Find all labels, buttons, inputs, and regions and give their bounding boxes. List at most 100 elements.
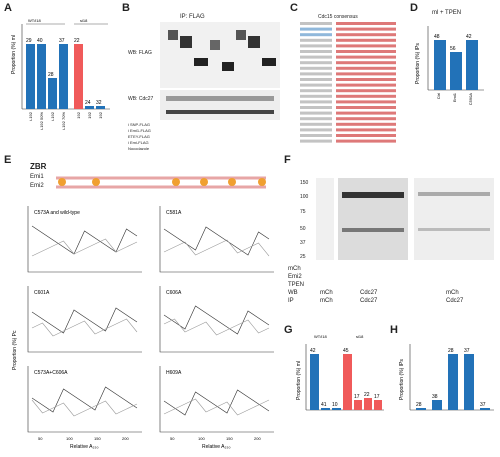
panel-e-zbr-label: ZBR <box>30 162 47 171</box>
panel-g-value-5: 17 <box>354 394 360 400</box>
panel-e-x-tick: 200 <box>254 436 261 441</box>
panel-g-bar-4 <box>343 354 352 410</box>
alignment-name-row <box>300 44 332 48</box>
alignment-name-row <box>300 55 332 59</box>
alignment-sequence-row <box>336 134 396 137</box>
panel-d-bar-1 <box>434 40 446 90</box>
panel-f-row-mch: mCh <box>288 266 301 272</box>
alignment-name-row <box>300 61 332 65</box>
panel-d-bar-3 <box>466 40 478 90</box>
panel-e-x-tick: 50 <box>38 436 43 441</box>
panel-e-emi2: Emi2 <box>30 183 44 189</box>
alignment-name-row <box>300 22 332 25</box>
alignment-name-row <box>300 72 332 76</box>
panel-e-subplot-title: C573A+C606A <box>34 370 68 376</box>
panel-f-ip-1: mCh <box>320 298 333 304</box>
panel-a-x-1: i-192 <box>28 111 33 121</box>
panel-f-wb-1: mCh <box>320 290 333 296</box>
panel-a-bar-1 <box>26 44 35 109</box>
panel-f-row-wb: WB <box>288 290 298 296</box>
panel-g-value-3: 10 <box>332 402 338 408</box>
alignment-sequence-row <box>336 106 396 109</box>
panel-f-mw-label: 150 <box>300 180 309 186</box>
panel-f-row-ip: IP <box>288 298 294 304</box>
panel-h-value-5: 37 <box>480 402 486 408</box>
panel-e-x-tick: 200 <box>122 436 129 441</box>
panel-b-row-cdc27: WB: Cdc27 <box>128 96 154 102</box>
panel-f-ip-2: Cdc27 <box>360 298 378 304</box>
panel-a-ylabel: Proportion (%) ml <box>11 35 17 74</box>
panel-a-x-7: 192 <box>98 111 103 118</box>
alignment-sequence-row <box>336 111 396 115</box>
panel-h-value-1: 28 <box>416 402 422 408</box>
panel-g-ylabel: Proportion (%) ml <box>296 361 302 400</box>
alignment-sequence-row <box>336 100 396 104</box>
panel-e-trace-wildtype <box>31 399 138 417</box>
panel-a-chart: Proportion (%) ml WT/i18 si18 29 40 28 3… <box>11 18 110 130</box>
panel-h-bar-5 <box>480 408 490 410</box>
alignment-sequence-row <box>336 33 396 37</box>
alignment-name-row <box>300 128 332 132</box>
panel-d-value-2: 56 <box>450 46 456 52</box>
alignment-sequence-row <box>336 38 396 42</box>
panel-e-trace-mutant <box>31 225 138 255</box>
panel-h-bar-3 <box>448 354 458 410</box>
panel-d-value-3: 42 <box>466 34 472 40</box>
panel-letter-h: H <box>390 324 398 336</box>
panel-f-mw-label: 37 <box>300 240 306 246</box>
panel-e-x-tick: 50 <box>170 436 175 441</box>
panel-f-wb-2: Cdc27 <box>360 290 378 296</box>
panel-f-blot-cdc27 <box>338 178 408 260</box>
panel-a-value-4: 37 <box>59 38 65 44</box>
panel-g-bar-5 <box>354 400 362 410</box>
panel-g-value-1: 42 <box>310 348 316 354</box>
panel-letter-a: A <box>4 2 12 14</box>
panel-g-group-si: si18 <box>356 334 364 339</box>
panel-f-mw-label: 25 <box>300 254 306 260</box>
alignment-sequence-row <box>336 55 396 59</box>
panel-a-bar-6 <box>85 106 94 109</box>
panel-e-trace-wildtype <box>163 398 270 416</box>
panel-b-blot-cdc27 <box>160 90 280 120</box>
alignment-sequence-row <box>336 117 396 121</box>
panel-a-value-6: 24 <box>85 100 91 106</box>
panel-a-value-7: 32 <box>96 100 102 106</box>
panel-f-mw-label: 75 <box>300 209 306 215</box>
panel-h-ylabel: Proportion (%) IPs <box>399 359 405 400</box>
panel-a-bar-4 <box>59 44 68 109</box>
panel-d-bar-2 <box>450 52 462 90</box>
panel-e-trace-mutant <box>163 389 270 416</box>
alignment-name-row <box>300 78 332 81</box>
panel-f-ladder <box>316 178 334 260</box>
panel-letter-e: E <box>4 154 12 166</box>
panel-b-cond-5: Nocodazole <box>128 146 150 151</box>
alignment-name-row <box>300 83 332 87</box>
alignment-name-row <box>300 94 332 98</box>
panel-g-value-4: 45 <box>343 348 349 354</box>
alignment-name-row <box>300 139 332 143</box>
panel-e-plots: C573A and wild-type C581A C601A C606A C573A+… <box>12 206 274 450</box>
alignment-name-row <box>300 66 332 70</box>
panel-e-subplot-axes <box>159 366 274 433</box>
panel-a-bar-5 <box>74 44 83 109</box>
panel-a-bar-3 <box>48 78 57 109</box>
panel-d-title: ml + TPEN <box>432 10 462 16</box>
alignment-sequence-row <box>336 139 396 143</box>
panel-e-trace-wildtype <box>163 318 270 336</box>
panel-letter-g: G <box>284 324 293 336</box>
panel-e-subplot-axes <box>159 286 274 353</box>
alignment-sequence-row <box>336 50 396 53</box>
panel-g-value-2: 41 <box>321 402 327 408</box>
panel-e-trace-wildtype <box>31 318 138 337</box>
panel-e-subplot-title: C581A <box>166 210 182 216</box>
panel-a-x-4: i-192 70% <box>61 112 66 130</box>
panel-b-cond-3: ETEY-FLAG <box>128 134 150 139</box>
panel-g-group-wt: WT/i18 <box>314 334 327 339</box>
panel-g-chart: Proportion (%) ml WT/i18 si18 42 41 10 4… <box>296 334 384 411</box>
panel-a-x-2: i-192 50% <box>39 112 44 130</box>
panel-letter-c: C <box>290 2 298 14</box>
panel-a-bar-2 <box>37 44 46 109</box>
panel-h-bar-4 <box>464 354 474 410</box>
panel-a-value-3: 28 <box>48 72 54 78</box>
panel-f-mw-label: 50 <box>300 226 306 232</box>
